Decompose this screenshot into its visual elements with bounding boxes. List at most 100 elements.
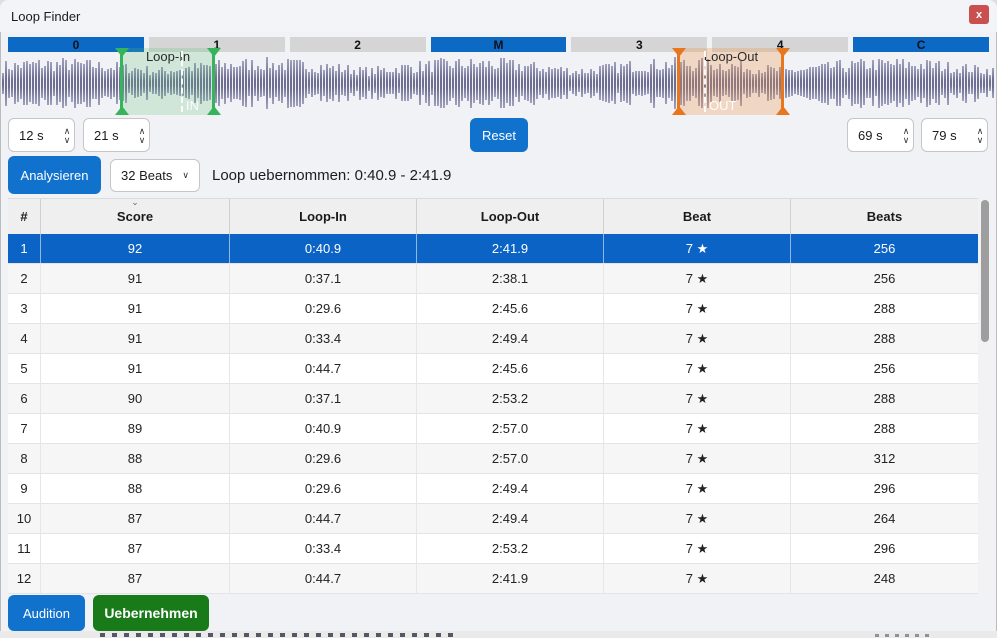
table-row[interactable]: 2910:37.12:38.17 ★256 <box>8 264 978 294</box>
segment-2[interactable]: 2 <box>290 37 426 52</box>
beats-select[interactable]: 32 Beats ∨ <box>110 159 200 192</box>
scrollbar-thumb[interactable] <box>981 200 989 342</box>
table-row[interactable]: 5910:44.72:45.67 ★256 <box>8 354 978 384</box>
loop-in-end-spinner[interactable]: 21 s ∧ ∨ <box>83 118 150 152</box>
score-cell: 87 <box>41 534 230 563</box>
loop-in-start-value[interactable]: 12 s <box>9 128 59 143</box>
loop-out-region[interactable]: Loop-Out OUT <box>679 48 783 115</box>
loop-in-cell: 0:40.9 <box>230 414 417 443</box>
loop-out-cell: 2:53.2 <box>417 534 604 563</box>
loop-out-cell: 2:49.4 <box>417 474 604 503</box>
score-cell: 87 <box>41 564 230 593</box>
row-num: 7 <box>8 414 41 443</box>
score-cell: 91 <box>41 264 230 293</box>
loop-in-left-handle[interactable] <box>114 48 130 115</box>
beat-cell: 7 ★ <box>604 354 791 383</box>
table-row[interactable]: 4910:33.42:49.47 ★288 <box>8 324 978 354</box>
loop-in-cell: 0:33.4 <box>230 534 417 563</box>
loop-in-cell: 0:44.7 <box>230 564 417 593</box>
score-cell: 91 <box>41 354 230 383</box>
background-window-artifacts <box>100 633 460 637</box>
beat-cell: 7 ★ <box>604 234 791 263</box>
spin-up-icon[interactable]: ∧ <box>60 127 74 135</box>
table-row[interactable]: 3910:29.62:45.67 ★288 <box>8 294 978 324</box>
table-row[interactable]: 9880:29.62:49.47 ★296 <box>8 474 978 504</box>
loop-out-start-spinner[interactable]: 69 s ∧ ∨ <box>847 118 914 152</box>
column-header-beats[interactable]: Beats <box>791 199 978 234</box>
background-window-strip <box>0 631 997 638</box>
row-num: 2 <box>8 264 41 293</box>
spin-down-icon[interactable]: ∨ <box>135 136 149 144</box>
beat-cell: 7 ★ <box>604 564 791 593</box>
segment-M[interactable]: M <box>431 37 567 52</box>
table-row[interactable]: 6900:37.12:53.27 ★288 <box>8 384 978 414</box>
loop-out-start-value[interactable]: 69 s <box>848 128 898 143</box>
beats-cell: 296 <box>791 474 978 503</box>
spin-down-icon[interactable]: ∨ <box>973 136 987 144</box>
loop-out-cell: 2:49.4 <box>417 324 604 353</box>
loop-in-end-value[interactable]: 21 s <box>84 128 134 143</box>
score-cell: 90 <box>41 384 230 413</box>
reset-button[interactable]: Reset <box>470 118 528 152</box>
row-num: 5 <box>8 354 41 383</box>
loop-out-cell: 2:53.2 <box>417 384 604 413</box>
table-row[interactable]: 12870:44.72:41.97 ★248 <box>8 564 978 594</box>
spin-down-icon[interactable]: ∨ <box>899 136 913 144</box>
loop-out-end-value[interactable]: 79 s <box>922 128 972 143</box>
score-cell: 89 <box>41 414 230 443</box>
loop-in-region[interactable]: Loop-In IN <box>122 48 214 115</box>
column-header-loop-out[interactable]: Loop-Out <box>417 199 604 234</box>
analyze-button[interactable]: Analysieren <box>8 156 101 194</box>
spin-up-icon[interactable]: ∧ <box>973 127 987 135</box>
loop-in-cell: 0:37.1 <box>230 264 417 293</box>
beat-cell: 7 ★ <box>604 414 791 443</box>
loop-in-right-handle[interactable] <box>206 48 222 115</box>
column-header-loop-in[interactable]: Loop-In <box>230 199 417 234</box>
loop-in-label: Loop-In <box>122 49 214 64</box>
column-header-beat[interactable]: Beat <box>604 199 791 234</box>
beat-cell: 7 ★ <box>604 444 791 473</box>
segment-C[interactable]: C <box>853 37 989 52</box>
loop-in-cell: 0:29.6 <box>230 444 417 473</box>
waveform[interactable]: Loop-In IN Loop-Out OUT <box>0 54 997 112</box>
loop-out-cell: 2:57.0 <box>417 444 604 473</box>
row-num: 9 <box>8 474 41 503</box>
table-row[interactable]: 11870:33.42:53.27 ★296 <box>8 534 978 564</box>
loop-in-cell: 0:44.7 <box>230 504 417 533</box>
table-row[interactable]: 10870:44.72:49.47 ★264 <box>8 504 978 534</box>
spin-up-icon[interactable]: ∧ <box>899 127 913 135</box>
loop-out-cell: 2:57.0 <box>417 414 604 443</box>
beats-cell: 256 <box>791 354 978 383</box>
sort-indicator-icon: ⌄ <box>131 197 139 208</box>
beats-cell: 288 <box>791 294 978 323</box>
close-icon[interactable]: x <box>969 5 989 24</box>
beats-cell: 288 <box>791 324 978 353</box>
loop-out-tag: OUT <box>709 98 736 113</box>
loop-in-cell: 0:44.7 <box>230 354 417 383</box>
audition-button[interactable]: Audition <box>8 595 85 631</box>
score-cell: 91 <box>41 294 230 323</box>
table-body: 1920:40.92:41.97 ★2562910:37.12:38.17 ★2… <box>8 234 978 594</box>
apply-button[interactable]: Uebernehmen <box>93 595 209 631</box>
table-row[interactable]: 1920:40.92:41.97 ★256 <box>8 234 978 264</box>
score-cell: 87 <box>41 504 230 533</box>
loop-in-cell: 0:40.9 <box>230 234 417 263</box>
column-header-score[interactable]: Score⌄ <box>41 199 230 234</box>
loop-out-right-handle[interactable] <box>775 48 791 115</box>
beat-cell: 7 ★ <box>604 384 791 413</box>
spin-down-icon[interactable]: ∨ <box>60 136 74 144</box>
beats-cell: 288 <box>791 384 978 413</box>
table-scrollbar[interactable] <box>980 198 990 594</box>
loop-out-cell: 2:45.6 <box>417 294 604 323</box>
loop-finder-dialog: Loop Finder x 012M34C Loop-In IN Loop-Ou… <box>0 0 997 638</box>
column-header--[interactable]: # <box>8 199 41 234</box>
loop-in-cell: 0:29.6 <box>230 294 417 323</box>
loop-in-tag: IN <box>186 98 199 113</box>
spin-up-icon[interactable]: ∧ <box>135 127 149 135</box>
loop-in-cell: 0:33.4 <box>230 324 417 353</box>
table-row[interactable]: 8880:29.62:57.07 ★312 <box>8 444 978 474</box>
loop-in-start-spinner[interactable]: 12 s ∧ ∨ <box>8 118 75 152</box>
loop-out-left-handle[interactable] <box>671 48 687 115</box>
table-row[interactable]: 7890:40.92:57.07 ★288 <box>8 414 978 444</box>
loop-out-end-spinner[interactable]: 79 s ∧ ∨ <box>921 118 988 152</box>
